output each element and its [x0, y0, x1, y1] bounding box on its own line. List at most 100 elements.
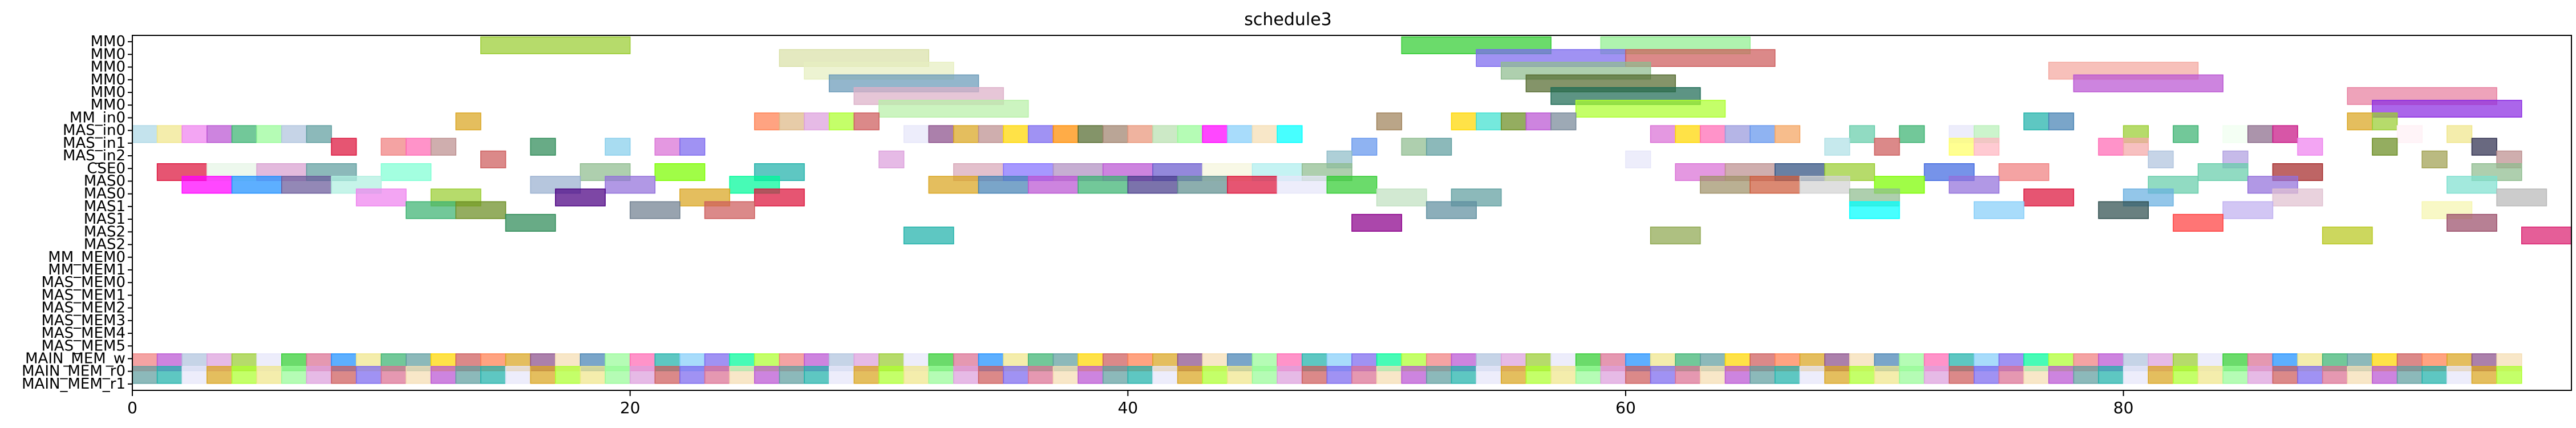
gantt-bar — [1625, 366, 1651, 384]
x-tick-label: 20 — [620, 398, 641, 417]
row-label: MAS1 — [84, 198, 125, 215]
gantt-bar — [355, 366, 382, 384]
gantt-bar — [1028, 176, 1079, 194]
gantt-bar — [2247, 366, 2274, 384]
gantt-bar — [1351, 366, 1378, 384]
gantt-bar — [2297, 366, 2323, 384]
gantt-bar — [406, 366, 432, 384]
gantt-bar — [2023, 366, 2050, 384]
gantt-bar — [580, 366, 606, 384]
gantt-bar — [679, 366, 706, 384]
gantt-bar — [654, 163, 706, 181]
gantt-bar — [2322, 227, 2373, 245]
row-label: MAS_MEM3 — [41, 312, 125, 329]
gantt-bar — [1899, 125, 1925, 143]
gantt-bar — [2222, 201, 2274, 219]
gantt-bar — [1451, 112, 1477, 131]
row-label: MM_MEM1 — [48, 261, 125, 278]
gantt-bar — [2048, 366, 2075, 384]
gantt-bar — [2023, 188, 2075, 207]
gantt-bar — [1127, 366, 1153, 384]
gantt-bar — [181, 176, 233, 194]
gantt-bar — [1974, 201, 2024, 219]
gantt-bar — [380, 138, 407, 156]
row-label: MM0 — [91, 33, 125, 50]
gantt-bar — [2372, 366, 2398, 384]
row-label: MAS_in1 — [63, 135, 125, 152]
gantt-bar — [1078, 125, 1104, 143]
gantt-bar — [1949, 176, 2000, 194]
gantt-bar — [455, 112, 481, 131]
gantt-bar — [754, 112, 780, 131]
gantt-bar — [505, 366, 531, 384]
gantt-bar — [1401, 138, 1427, 156]
gantt-bar — [1376, 112, 1403, 131]
gantt-bar — [1575, 366, 1602, 384]
gantt-bar — [181, 366, 208, 384]
gantt-bar — [2222, 366, 2249, 384]
gantt-bar — [406, 138, 432, 156]
gantt-bar — [1700, 176, 1751, 194]
gantt-bar — [903, 125, 929, 143]
gantt-bar — [132, 366, 158, 384]
row-label: MAS0 — [84, 185, 125, 203]
gantt-bar — [1575, 99, 1726, 118]
gantt-bar — [1998, 163, 2050, 181]
gantt-bar — [530, 138, 556, 156]
gantt-bar — [1177, 125, 1203, 143]
gantt-bar — [156, 125, 183, 143]
gantt-bar — [804, 366, 830, 384]
gantt-bar — [1476, 366, 1502, 384]
gantt-bar — [2098, 138, 2124, 156]
gantt-bar — [779, 366, 805, 384]
gantt-bar — [903, 366, 929, 384]
gantt-bar — [2471, 366, 2497, 384]
gantt-bar — [853, 366, 880, 384]
gantt-bar — [430, 138, 456, 156]
gantt-bar — [605, 138, 631, 156]
row-label: MAS_MEM4 — [41, 325, 125, 342]
gantt-bar — [2148, 150, 2174, 168]
row-label: MM0 — [91, 59, 125, 76]
gantt-bar — [1277, 176, 1328, 194]
gantt-bar — [1251, 125, 1278, 143]
gantt-bar — [1451, 366, 1477, 384]
gantt-bar — [1227, 125, 1253, 143]
row-label: MAIN_MEM_r1 — [22, 375, 125, 393]
gantt-bar — [1177, 366, 1203, 384]
gantt-bar — [2023, 112, 2050, 131]
gantt-bar — [1351, 213, 1403, 232]
gantt-bar — [605, 366, 631, 384]
gantt-bar — [804, 112, 830, 131]
row-label: MM_in0 — [70, 109, 125, 126]
gantt-bar — [953, 366, 979, 384]
gantt-bar — [1849, 125, 1876, 143]
gantt-bar — [2347, 112, 2373, 131]
gantt-bar — [2322, 366, 2348, 384]
gantt-bar — [2396, 125, 2423, 143]
gantt-bar — [1202, 125, 1228, 143]
gantt-bar — [206, 366, 233, 384]
gantt-bar — [1749, 366, 1776, 384]
gantt-bar — [2372, 138, 2398, 156]
gantt-bar — [2173, 366, 2199, 384]
gantt-bar — [1824, 366, 1850, 384]
gantt-bar — [2148, 366, 2174, 384]
row-label: MM_MEM0 — [48, 249, 125, 266]
gantt-bar — [1003, 366, 1029, 384]
gantt-bar — [1775, 125, 1801, 143]
gantt-bar — [928, 176, 979, 194]
gantt-bar — [654, 366, 681, 384]
gantt-bar — [1949, 366, 1975, 384]
gantt-bar — [555, 188, 606, 207]
gantt-bar — [306, 125, 332, 143]
gantt-bar — [903, 227, 954, 245]
gantt-bar — [480, 366, 507, 384]
gantt-bar — [1799, 366, 1825, 384]
gantt-bar — [1749, 176, 1801, 194]
gantt-bar — [629, 366, 656, 384]
gantt-bar — [1874, 366, 1900, 384]
row-label: CSE0 — [87, 160, 125, 177]
gantt-bar — [1501, 366, 1527, 384]
row-label: MAIN_MEM_w — [25, 350, 125, 367]
